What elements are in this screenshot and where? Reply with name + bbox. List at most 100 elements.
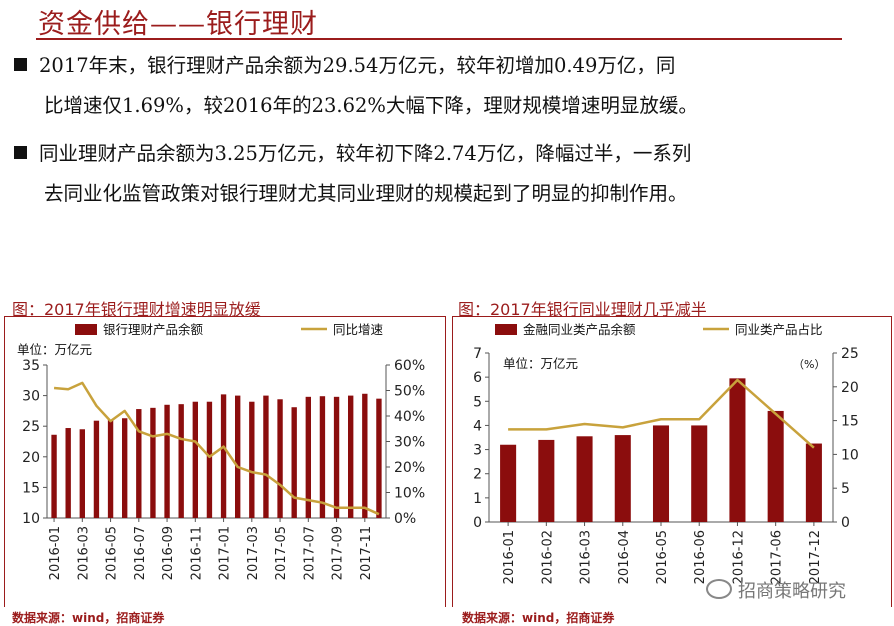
x-tick-label-2016-05: 2016-05 bbox=[655, 530, 670, 584]
right-axis-tick-label: 60% bbox=[394, 358, 425, 374]
right-axis-tick-label: 30% bbox=[394, 435, 425, 451]
legend-bar-label: 银行理财产品余额 bbox=[103, 322, 204, 337]
x-tick-label-2017-03: 2017-03 bbox=[246, 526, 261, 580]
bar-2016-03 bbox=[576, 436, 593, 522]
unit-label: 单位：万亿元 bbox=[17, 342, 92, 357]
bullet-square-icon bbox=[14, 146, 27, 159]
bar-2017-01 bbox=[220, 394, 227, 518]
bullet-2: 同业理财产品余额为3.25万亿元，较年初下降2.74万亿，降幅过半，一系列 去同… bbox=[14, 134, 884, 214]
bar-2016-01 bbox=[51, 434, 57, 518]
right-axis-tick-label: 5 bbox=[841, 481, 850, 497]
watermark: 招商策略研究 bbox=[706, 577, 846, 603]
left-axis-tick-label: 2 bbox=[473, 467, 482, 483]
bar-2017-06 bbox=[291, 407, 297, 518]
x-tick-label-2016-06: 2016-06 bbox=[693, 530, 708, 584]
bar-2017-02 bbox=[235, 395, 241, 518]
right-axis-tick-label: 40% bbox=[394, 409, 425, 425]
line-series-1 bbox=[53, 381, 380, 516]
left-axis-tick-label: 7 bbox=[473, 346, 482, 362]
bar-2017-07 bbox=[305, 396, 311, 518]
x-tick-label-2016-09: 2016-09 bbox=[161, 526, 176, 580]
chart-1-panel: 银行理财产品余额 同比增速 单位：万亿元 10 15 20 25 30 35 0% 10% 20% 30… bbox=[4, 316, 446, 607]
bar-2017-12 bbox=[805, 443, 822, 522]
right-axis-tick-label: 0% bbox=[394, 511, 416, 527]
right-axis-tick-label: 10 bbox=[841, 447, 859, 463]
legend-bar-swatch bbox=[495, 324, 517, 335]
x-tick-label-2016-03: 2016-03 bbox=[579, 530, 594, 584]
bar-2017-09 bbox=[333, 396, 340, 518]
bullet-2-line1: 同业理财产品余额为3.25万亿元，较年初下降2.74万亿，降幅过半，一系列 bbox=[39, 142, 692, 165]
bullet-2-line2: 去同业化监管政策对银行理财尤其同业理财的规模起到了明显的抑制作用。 bbox=[44, 182, 688, 205]
x-tick-label-2016-01: 2016-01 bbox=[502, 530, 517, 584]
chart-1-caption: 图：2017年银行理财增速明显放缓 bbox=[12, 300, 261, 319]
bar-2016-05 bbox=[107, 420, 114, 518]
left-axis-tick-label: 20 bbox=[22, 450, 40, 466]
bar-2017-08 bbox=[319, 396, 326, 518]
bar-2016-11 bbox=[192, 401, 198, 518]
left-axis-tick-label: 30 bbox=[22, 389, 40, 405]
chart-2-source: 数据来源：wind，招商证券 bbox=[462, 611, 615, 625]
bar-2016-12 bbox=[729, 378, 746, 522]
chart-1-source: 数据来源：wind，招商证券 bbox=[12, 611, 165, 625]
right-axis-tick-label: 10% bbox=[394, 486, 425, 502]
left-axis-tick-label: 15 bbox=[22, 480, 40, 496]
left-axis-tick-label: 0 bbox=[473, 515, 482, 531]
bar-2016-12 bbox=[206, 401, 213, 518]
page-title: 资金供给——银行理财 bbox=[38, 9, 318, 40]
left-axis-tick-label: 4 bbox=[473, 418, 482, 434]
bar-2016-09 bbox=[164, 404, 170, 518]
legend-line-label: 同比增速 bbox=[333, 322, 384, 337]
bar-2017-10 bbox=[348, 395, 354, 518]
bar-2017-03 bbox=[249, 401, 255, 518]
right-axis-tick-label: 50% bbox=[394, 384, 425, 400]
bar-2016-06 bbox=[691, 425, 708, 522]
bar-2016-06 bbox=[122, 418, 128, 518]
bar-2017-11 bbox=[362, 393, 368, 518]
unit-right-label: （%） bbox=[793, 358, 825, 371]
x-tick-label-2017-07: 2017-07 bbox=[302, 526, 317, 580]
bar-2017-05 bbox=[277, 399, 283, 518]
right-axis-tick-label: 20% bbox=[394, 460, 425, 476]
x-tick-label-2017-01: 2017-01 bbox=[218, 526, 233, 580]
x-tick-label-2016-05: 2016-05 bbox=[105, 526, 120, 580]
left-axis-tick-label: 35 bbox=[22, 358, 40, 374]
bullet-1-line1: 2017年末，银行理财产品余额为29.54万亿元，较年初增加0.49万亿，同 bbox=[39, 54, 676, 77]
bar-2016-07 bbox=[136, 409, 142, 518]
right-axis-tick-label: 15 bbox=[841, 414, 859, 430]
bar-2017-04 bbox=[263, 395, 269, 518]
x-tick-label-2016-02: 2016-02 bbox=[540, 530, 555, 584]
bar-2016-08 bbox=[150, 407, 156, 518]
left-axis-tick-label: 10 bbox=[22, 511, 40, 527]
right-axis-tick-label: 25 bbox=[841, 346, 859, 362]
x-tick-label-2016-12: 2016-12 bbox=[731, 530, 746, 584]
bullet-1: 2017年末，银行理财产品余额为29.54万亿元，较年初增加0.49万亿，同 比… bbox=[14, 46, 884, 126]
legend-line-label: 同业类产品占比 bbox=[735, 322, 823, 337]
bar-2016-02 bbox=[538, 439, 555, 522]
bar-2016-10 bbox=[178, 404, 184, 518]
wechat-icon bbox=[706, 579, 732, 599]
bar-2016-01 bbox=[500, 444, 517, 522]
x-tick-label-2016-04: 2016-04 bbox=[617, 530, 632, 584]
bar-2016-04 bbox=[614, 435, 631, 522]
bullet-square-icon bbox=[14, 58, 27, 71]
bar-2016-03 bbox=[79, 429, 85, 518]
left-axis-tick-label: 3 bbox=[473, 443, 482, 459]
legend-bar-label: 金融同业类产品余额 bbox=[523, 322, 636, 337]
x-tick-label-2016-01: 2016-01 bbox=[48, 526, 63, 580]
bar-2017-12 bbox=[376, 398, 382, 518]
bar-2017-06 bbox=[767, 410, 784, 522]
left-axis-tick-label: 6 bbox=[473, 370, 482, 386]
x-tick-label-2016-07: 2016-07 bbox=[133, 526, 148, 580]
watermark-text: 招商策略研究 bbox=[738, 581, 846, 602]
x-tick-label-2017-12: 2017-12 bbox=[808, 530, 823, 584]
x-tick-label-2017-09: 2017-09 bbox=[331, 526, 346, 580]
legend-bar-swatch bbox=[75, 324, 97, 335]
x-tick-label-2016-03: 2016-03 bbox=[76, 526, 91, 580]
x-tick-label-2017-06: 2017-06 bbox=[770, 530, 785, 584]
unit-label: 单位：万亿元 bbox=[503, 356, 578, 371]
chart-2-caption: 图：2017年银行同业理财几乎减半 bbox=[458, 300, 707, 319]
right-axis-tick-label: 20 bbox=[841, 380, 859, 396]
left-axis-tick-label: 1 bbox=[473, 491, 482, 507]
